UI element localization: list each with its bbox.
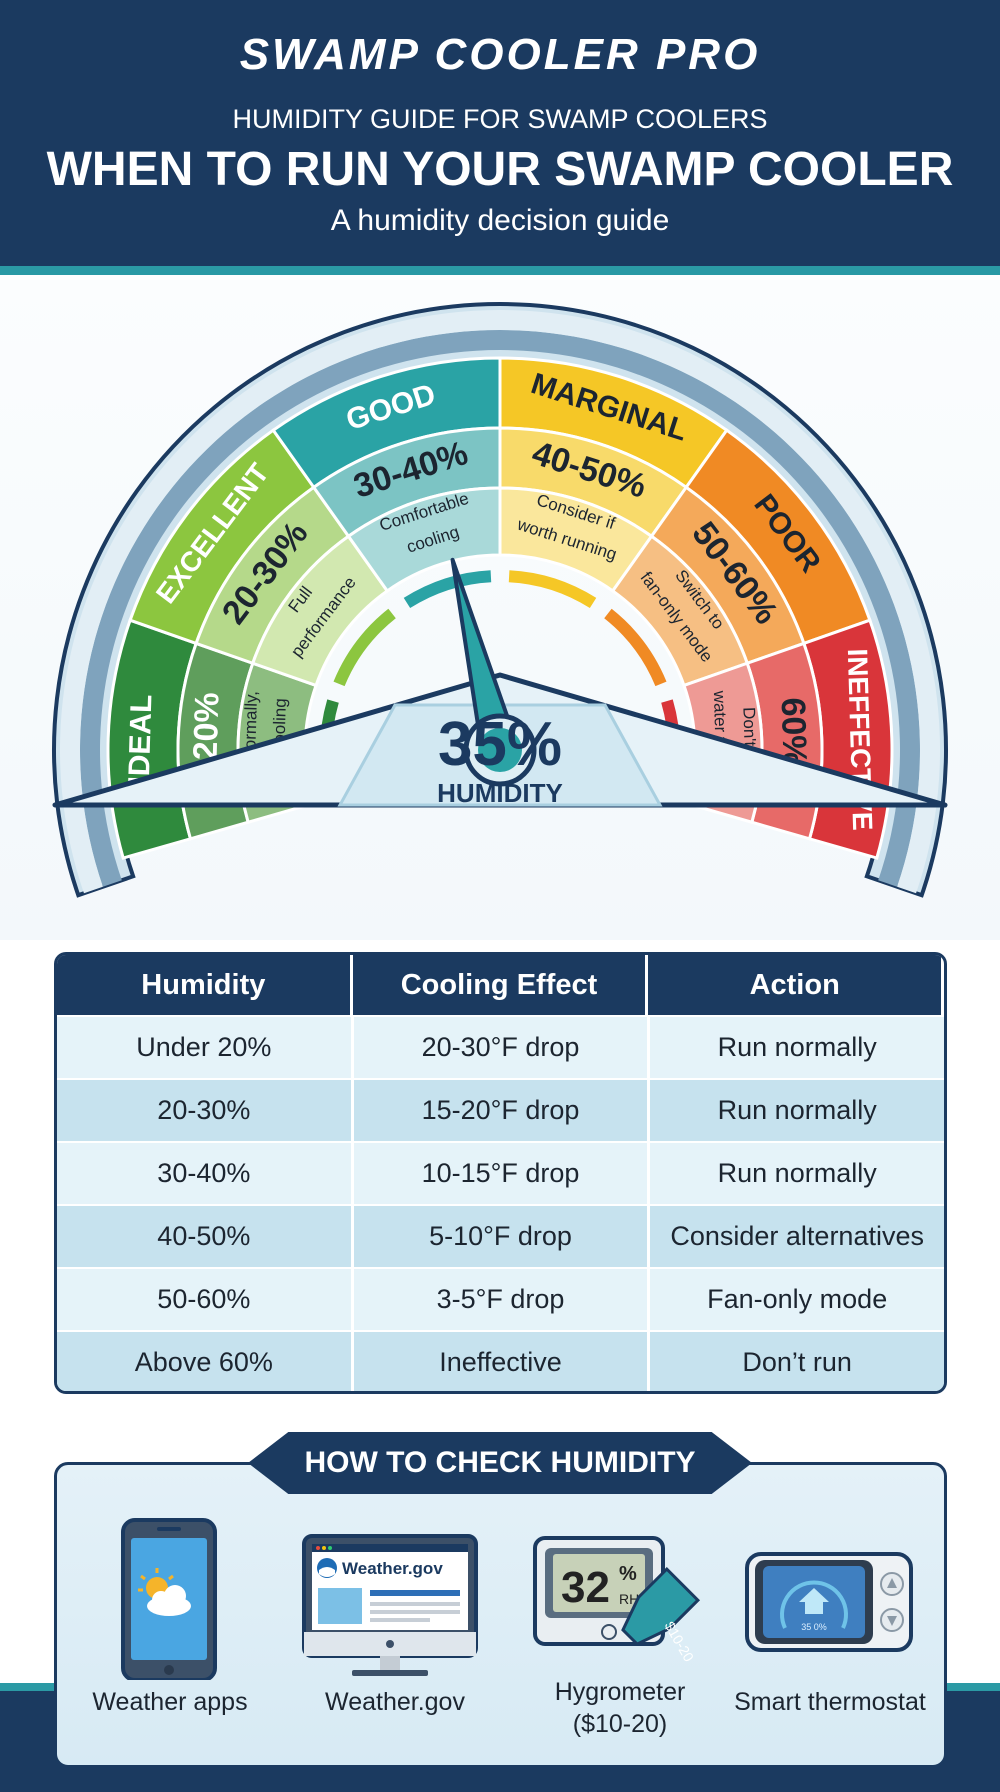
method-weather-gov: Weather.gov Weather.gov (290, 1510, 500, 1716)
gauge-needle (450, 557, 537, 787)
gauge-value-label: HUMIDITY (437, 778, 563, 808)
smartphone-weather-icon (121, 1518, 217, 1682)
cell-cooling-effect: 10-15°F drop (353, 1143, 651, 1206)
cell-action: Run normally (650, 1080, 944, 1143)
weather-gov-screen-text: Weather.gov (342, 1559, 443, 1578)
check-humidity-title: HOW TO CHECK HUMIDITY (248, 1432, 752, 1494)
column-header-cooling-effect: Cooling Effect (352, 955, 649, 1017)
cell-action: Consider alternatives (650, 1206, 944, 1269)
method-hygrometer: 32 % RH $10-20 Hygrometer ($10-20) (515, 1510, 725, 1738)
cell-cooling-effect: 15-20°F drop (353, 1080, 651, 1143)
column-header-action: Action (648, 955, 944, 1017)
method-label-line1: Hygrometer (554, 1678, 686, 1706)
cell-action: Run normally (650, 1017, 944, 1080)
table-row: 40-50% 5-10°F drop Consider alternatives (57, 1206, 944, 1269)
cell-humidity: Above 60% (57, 1332, 354, 1391)
cell-humidity: 50-60% (57, 1269, 354, 1332)
gauge-value: 35% (438, 710, 562, 779)
humidity-table: Humidity Cooling Effect Action Under 20%… (54, 952, 947, 1394)
brand-logo-text: SWAMP COOLER PRO (239, 30, 761, 79)
method-label: Weather.gov (325, 1688, 465, 1716)
cell-cooling-effect: Ineffective (354, 1332, 651, 1391)
svg-text:IDEAL: IDEAL (123, 694, 159, 785)
table-row: 30-40% 10-15°F drop Run normally (57, 1143, 944, 1206)
cell-cooling-effect: 20-30°F drop (353, 1017, 651, 1080)
hygrometer-display-unit: % (619, 1563, 637, 1585)
hygrometer-icon: 32 % RH $10-20 (533, 1536, 701, 1665)
cell-humidity: 40-50% (57, 1206, 354, 1269)
method-smart-thermostat: 35 0% Smart thermostat (725, 1510, 935, 1716)
column-header-humidity: Humidity (57, 955, 353, 1017)
smart-thermostat-icon: 35 0% (745, 1552, 913, 1652)
table-row: 50-60% 3-5°F drop Fan-only mode (57, 1269, 944, 1332)
table-header-row: Humidity Cooling Effect Action (57, 955, 944, 1017)
method-label-line2: ($10-20) (572, 1710, 668, 1738)
table-row: Under 20% 20-30°F drop Run normally (57, 1017, 944, 1080)
cell-cooling-effect: 5-10°F drop (353, 1206, 651, 1269)
cell-action: Run normally (650, 1143, 944, 1206)
price-tag-text: $10-20 (662, 1619, 698, 1665)
cell-action: Fan-only mode (650, 1269, 944, 1332)
price-tag-icon (621, 1566, 701, 1646)
table-row: 20-30% 15-20°F drop Run normally (57, 1080, 944, 1143)
method-label: Weather apps (92, 1688, 248, 1716)
header-banner: SWAMP COOLER PRO HUMIDITY GUIDE FOR SWAM… (0, 0, 1000, 266)
method-label: Smart thermostat (734, 1688, 926, 1716)
cell-humidity: Under 20% (57, 1017, 354, 1080)
method-weather-apps: Weather apps (65, 1510, 275, 1716)
header-divider (0, 266, 1000, 275)
hygrometer-display-value: 32 (561, 1563, 610, 1612)
page-subtitle: A humidity decision guide (330, 204, 670, 237)
cell-humidity: 20-30% (57, 1080, 354, 1143)
cell-humidity: 30-40% (57, 1143, 354, 1206)
monitor-weather-gov-icon: Weather.gov (302, 1534, 478, 1676)
table-row: Above 60% Ineffective Don’t run (57, 1332, 944, 1391)
cell-action: Don’t run (650, 1332, 944, 1391)
page-title: WHEN TO RUN YOUR SWAMP COOLER (46, 143, 954, 196)
header-kicker: HUMIDITY GUIDE FOR SWAMP COOLERS (232, 104, 768, 134)
thermostat-display-value: 35 0% (801, 1622, 827, 1632)
cell-cooling-effect: 3-5°F drop (353, 1269, 651, 1332)
